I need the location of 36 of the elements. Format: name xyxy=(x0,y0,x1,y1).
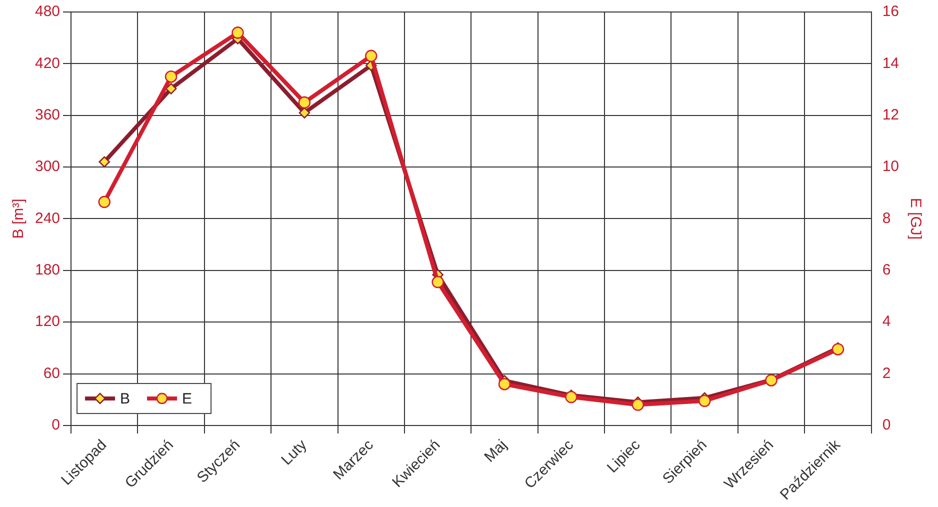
legend-label: B xyxy=(120,390,130,408)
x-tick-label: Maj xyxy=(481,436,510,466)
y2-tick-label: 14 xyxy=(882,54,900,72)
y-tick-label: 180 xyxy=(34,262,60,279)
point xyxy=(364,50,378,62)
point xyxy=(232,26,244,39)
point xyxy=(498,378,511,390)
x-tick-label: Luty xyxy=(278,436,311,469)
y-tick-label: 120 xyxy=(34,313,60,330)
point xyxy=(298,96,311,109)
y2-axis-title: E [GJ] xyxy=(906,198,924,240)
point xyxy=(298,107,310,118)
y-tick-label: 0 xyxy=(52,416,60,434)
y2-tick-label: 16 xyxy=(882,3,900,20)
y2-tick-label: 8 xyxy=(882,210,891,227)
y-tick-label: 240 xyxy=(34,210,60,227)
y2-tick-label: 10 xyxy=(882,158,900,176)
point xyxy=(98,196,111,208)
y2-tick-label: 2 xyxy=(882,364,891,382)
y-tick-label: 360 xyxy=(34,106,60,124)
legend-label: E xyxy=(182,390,192,408)
y-tick-label: 420 xyxy=(34,54,60,72)
y-axis-title: B [m³] xyxy=(10,198,28,239)
y2-tick-label: 6 xyxy=(882,262,891,279)
y-tick-label: 60 xyxy=(43,364,60,382)
point xyxy=(698,394,711,408)
y2-tick-label: 0 xyxy=(882,416,891,434)
point xyxy=(165,83,177,94)
y2-tick-label: 12 xyxy=(882,106,900,124)
y2-tick-label: 4 xyxy=(882,313,891,330)
y-tick-label: 480 xyxy=(34,3,60,20)
point xyxy=(164,70,178,83)
point xyxy=(432,276,444,288)
point xyxy=(632,398,644,411)
point xyxy=(98,156,110,168)
y-tick-label: 300 xyxy=(34,158,60,176)
